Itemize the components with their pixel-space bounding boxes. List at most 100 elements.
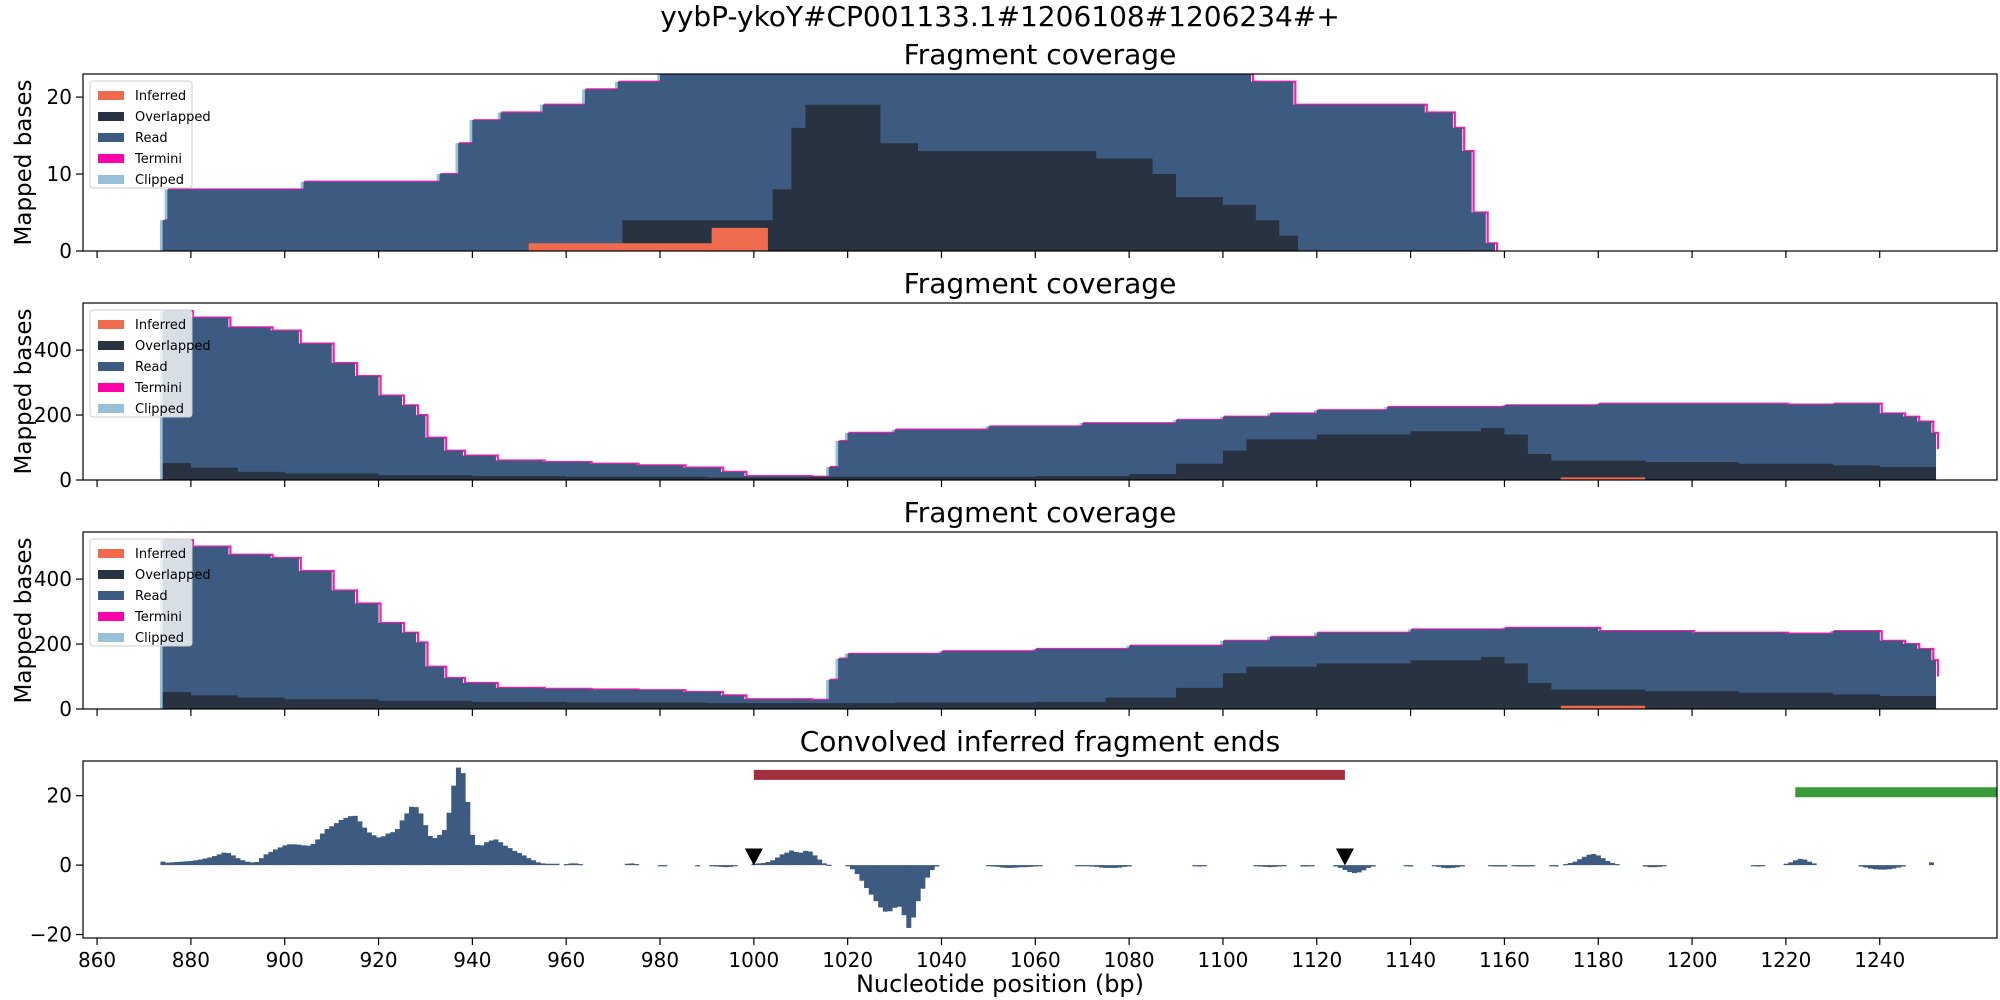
bar [784,852,790,866]
bar [1337,865,1343,868]
bar [1525,865,1531,867]
x-tick-label: 920 [359,948,397,972]
bar [1089,865,1095,867]
bar [1497,865,1503,867]
bar [920,865,926,889]
bar [380,836,386,866]
axes-frame [82,531,1998,710]
bar [1609,863,1615,866]
legend-swatch [98,570,124,579]
bar [446,812,452,866]
bar [451,785,457,866]
bar [394,829,400,866]
bar [1867,865,1873,869]
plot-area [159,539,1940,709]
bar [329,826,335,866]
bar [1309,865,1315,867]
bar [1530,865,1536,867]
bar [1361,865,1367,871]
bar [934,865,940,867]
legend-label: Inferred [135,318,186,333]
legend-label: Clipped [135,173,184,188]
bar [1652,865,1658,868]
bar [812,855,818,866]
bar [315,839,321,866]
bar [296,844,302,866]
bar [1126,865,1132,867]
x-tick-label: 900 [266,948,304,972]
panel-title: Convolved inferred fragment ends [800,725,1281,758]
bar [1000,865,1006,868]
bar [868,865,874,895]
bar [1788,862,1794,866]
y-tick-label: 0 [59,853,72,877]
legend-label: Clipped [135,402,184,417]
bar [1661,865,1667,867]
bar [1455,865,1461,868]
legend: Inferred Overlapped Read Termini Clipped [89,80,211,189]
bar [540,863,546,866]
bar [291,844,297,866]
bar [512,850,518,866]
bar [272,849,278,866]
plot-area [159,310,1940,480]
y-axis-label: Mapped bases [11,79,37,245]
legend-swatch [98,549,124,558]
bar [249,862,255,866]
bar [1605,860,1611,866]
y-tick-label: 200 [34,632,72,656]
bar [1567,863,1573,866]
bar [1037,865,1043,867]
bar [760,863,766,866]
bar [1014,865,1020,868]
bar [1098,865,1104,868]
bar [1802,859,1808,866]
bar [352,815,358,866]
legend-label: Read [135,360,168,375]
axes-frame [82,73,1998,252]
bar [413,807,419,866]
bar [441,830,447,866]
bar [263,854,269,866]
bar [1811,863,1817,866]
x-tick-label: 980 [641,948,679,972]
bar [1272,865,1278,867]
bar [1882,865,1888,870]
bar [498,842,504,866]
bar [859,865,865,881]
bar [268,851,274,866]
bar [1305,865,1311,867]
bar [882,865,888,912]
bar [432,838,438,866]
bar [1520,865,1526,867]
legend-label: Termini [134,610,182,625]
x-tick-label: 1220 [1760,948,1811,972]
bar [906,865,912,928]
bar [925,865,931,878]
bar [324,829,330,866]
bar [174,861,180,866]
bar [488,840,494,866]
bar [333,823,339,866]
bar [1351,865,1357,874]
legend-swatch [98,154,124,163]
bar [1201,865,1207,867]
y-tick-label: 20 [47,784,72,808]
marker-triangle [744,848,763,866]
bar [1553,865,1559,867]
bar [718,865,724,867]
legend-swatch [98,112,124,121]
bar [1511,865,1517,867]
bar [662,865,668,867]
bar [1431,865,1437,867]
legend-swatch [98,341,124,350]
bar [516,852,522,866]
bar [1018,865,1024,868]
bar [474,844,480,866]
bar [1807,861,1812,866]
bar [1300,865,1306,867]
x-tick-label: 1000 [728,948,779,972]
legend-label: Termini [134,152,182,167]
bar [1586,854,1592,866]
